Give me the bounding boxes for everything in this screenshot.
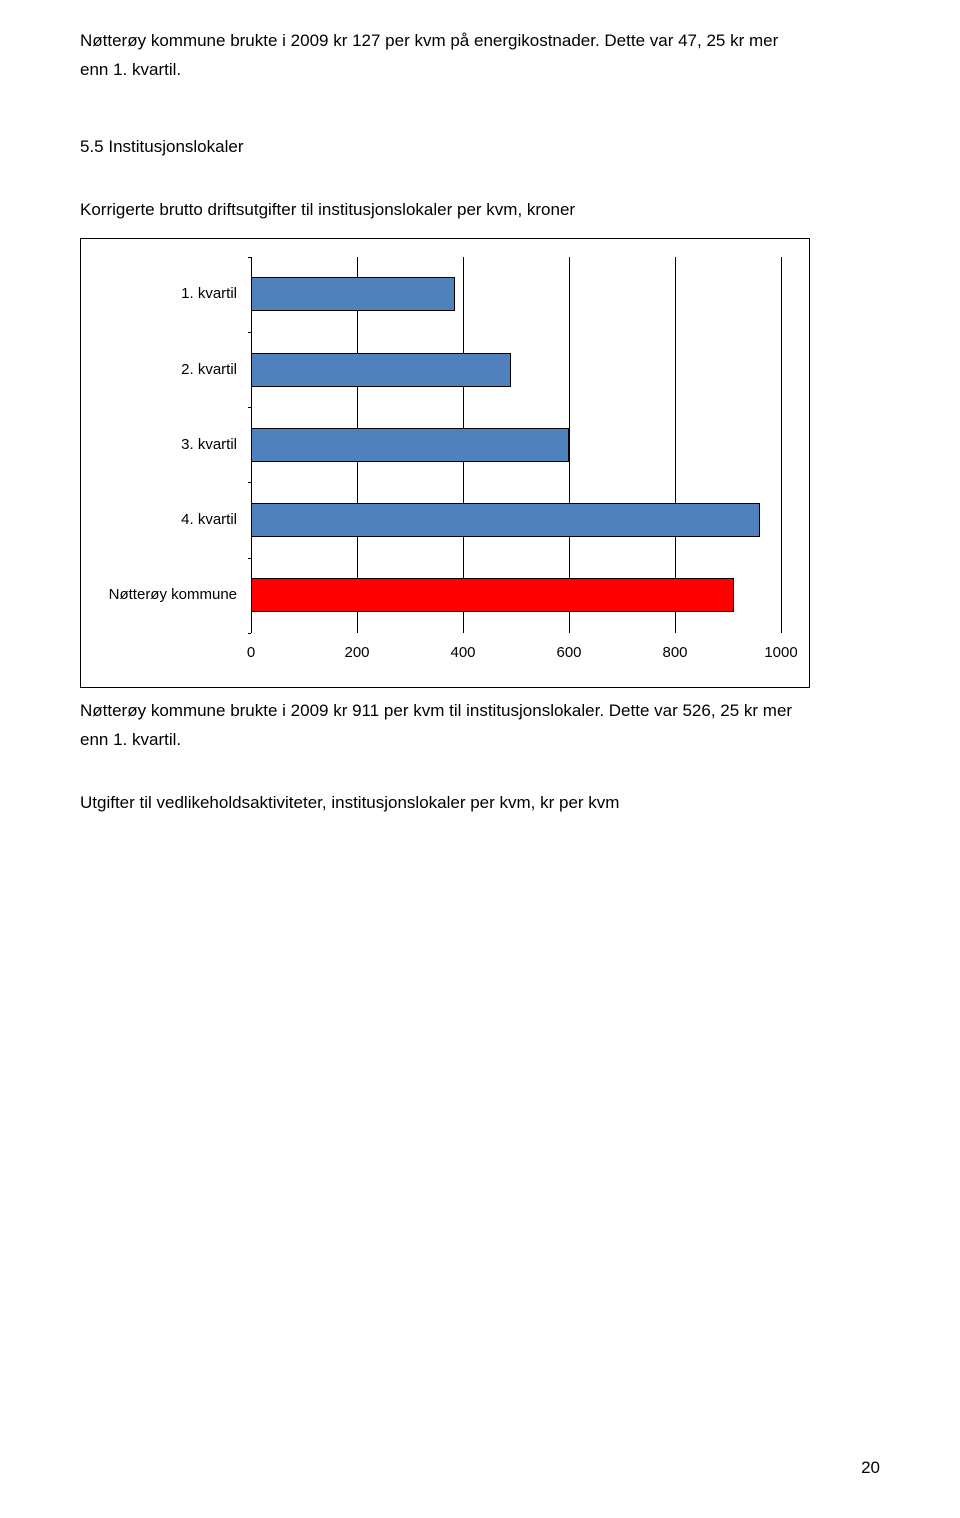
chart-gridline [675, 257, 676, 633]
intro-paragraph-line1: Nøtterøy kommune brukte i 2009 kr 127 pe… [80, 30, 880, 53]
chart-bar [251, 578, 734, 612]
page-container: Nøtterøy kommune brukte i 2009 kr 127 pe… [0, 0, 960, 1518]
chart-category-label: 4. kvartil [87, 511, 237, 528]
chart-y-tick [248, 482, 251, 483]
chart-y-tick [248, 407, 251, 408]
chart-x-tick-label: 200 [332, 644, 382, 661]
chart-bar [251, 503, 760, 537]
chart-x-tick-label: 400 [438, 644, 488, 661]
bar-chart: 0 200 400 600 800 1000 1. kvartil 2. kvartil 3. … [80, 238, 810, 688]
chart-bar [251, 428, 569, 462]
chart-y-tick [248, 558, 251, 559]
chart-y-tick [248, 257, 251, 258]
page-number: 20 [861, 1458, 880, 1478]
chart-category-label: 3. kvartil [87, 436, 237, 453]
footer-heading: Utgifter til vedlikeholdsaktiviteter, in… [80, 792, 880, 815]
chart-title: Korrigerte brutto driftsutgifter til ins… [80, 199, 880, 222]
chart-x-tick-label: 0 [226, 644, 276, 661]
chart-category-label: Nøtterøy kommune [87, 586, 237, 603]
chart-x-tick-label: 800 [650, 644, 700, 661]
intro-paragraph-line2: enn 1. kvartil. [80, 59, 880, 82]
chart-y-tick [248, 633, 251, 634]
chart-caption-line1: Nøtterøy kommune brukte i 2009 kr 911 pe… [80, 700, 880, 723]
chart-category-label: 2. kvartil [87, 361, 237, 378]
section-heading: 5.5 Institusjonslokaler [80, 136, 880, 159]
chart-category-label: 1. kvartil [87, 285, 237, 302]
chart-gridline [781, 257, 782, 633]
chart-x-tick-label: 600 [544, 644, 594, 661]
chart-x-tick-label: 1000 [756, 644, 806, 661]
chart-y-tick [248, 332, 251, 333]
chart-bar [251, 353, 511, 387]
chart-caption-line2: enn 1. kvartil. [80, 729, 880, 752]
chart-bar [251, 277, 455, 311]
chart-gridline [569, 257, 570, 633]
